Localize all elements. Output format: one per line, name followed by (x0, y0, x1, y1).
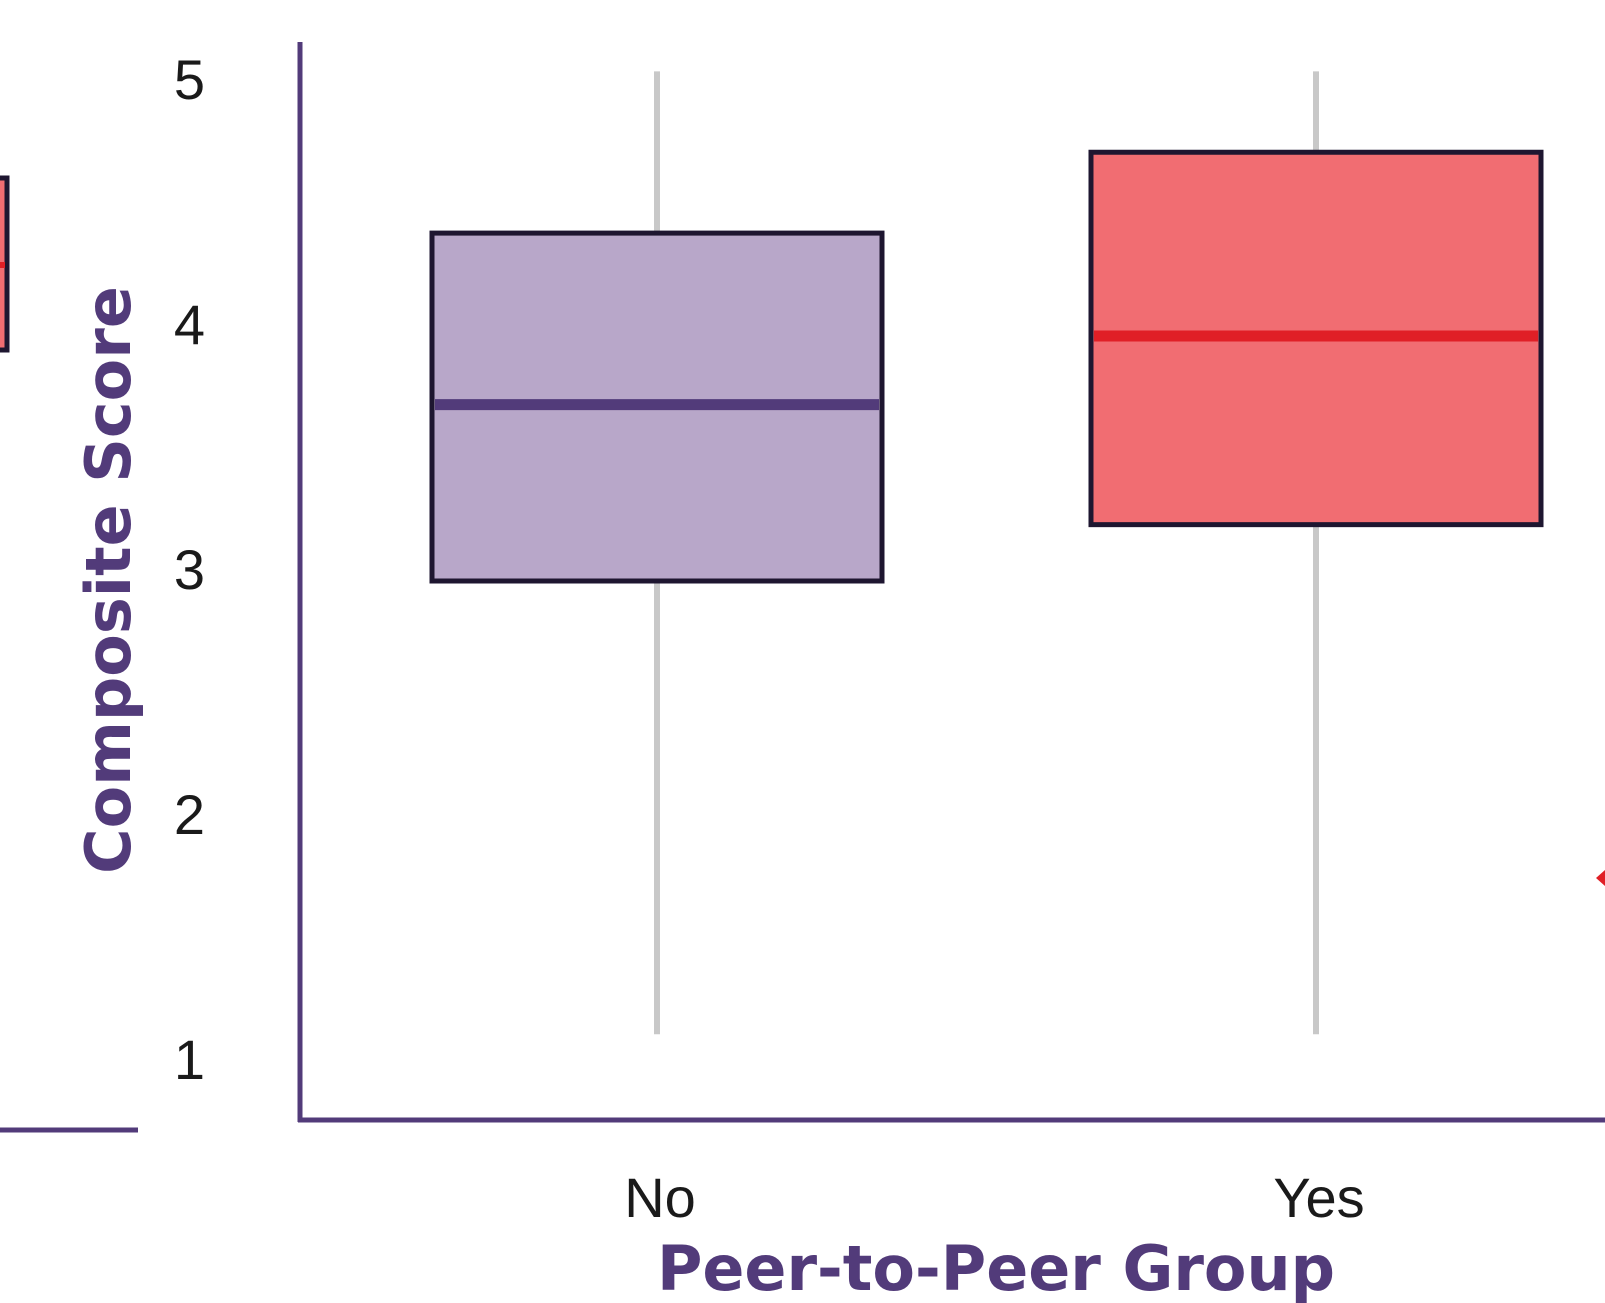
box-no (429, 71, 885, 1035)
x-axis-title: Peer-to-Peer Group (657, 1232, 1335, 1303)
y-tick-label: 1 (174, 1028, 205, 1091)
box-yes (1088, 71, 1544, 1035)
y-tick-label: 3 (174, 538, 205, 601)
boxes-layer (429, 71, 1544, 1035)
y-axis-title: Composite Score (72, 286, 145, 874)
adjacent-panel-fragment (0, 175, 138, 1133)
adjacent-marker-fragment (1596, 870, 1605, 886)
y-tick-label: 5 (174, 48, 205, 111)
y-tick-label: 4 (174, 293, 205, 356)
y-axis-tick-labels: 1 2 3 4 5 (174, 48, 205, 1091)
y-tick-label: 2 (174, 783, 205, 846)
x-tick-label: Yes (1273, 1166, 1364, 1229)
x-tick-label: No (624, 1166, 696, 1229)
x-axis-tick-labels: No Yes (624, 1166, 1364, 1229)
